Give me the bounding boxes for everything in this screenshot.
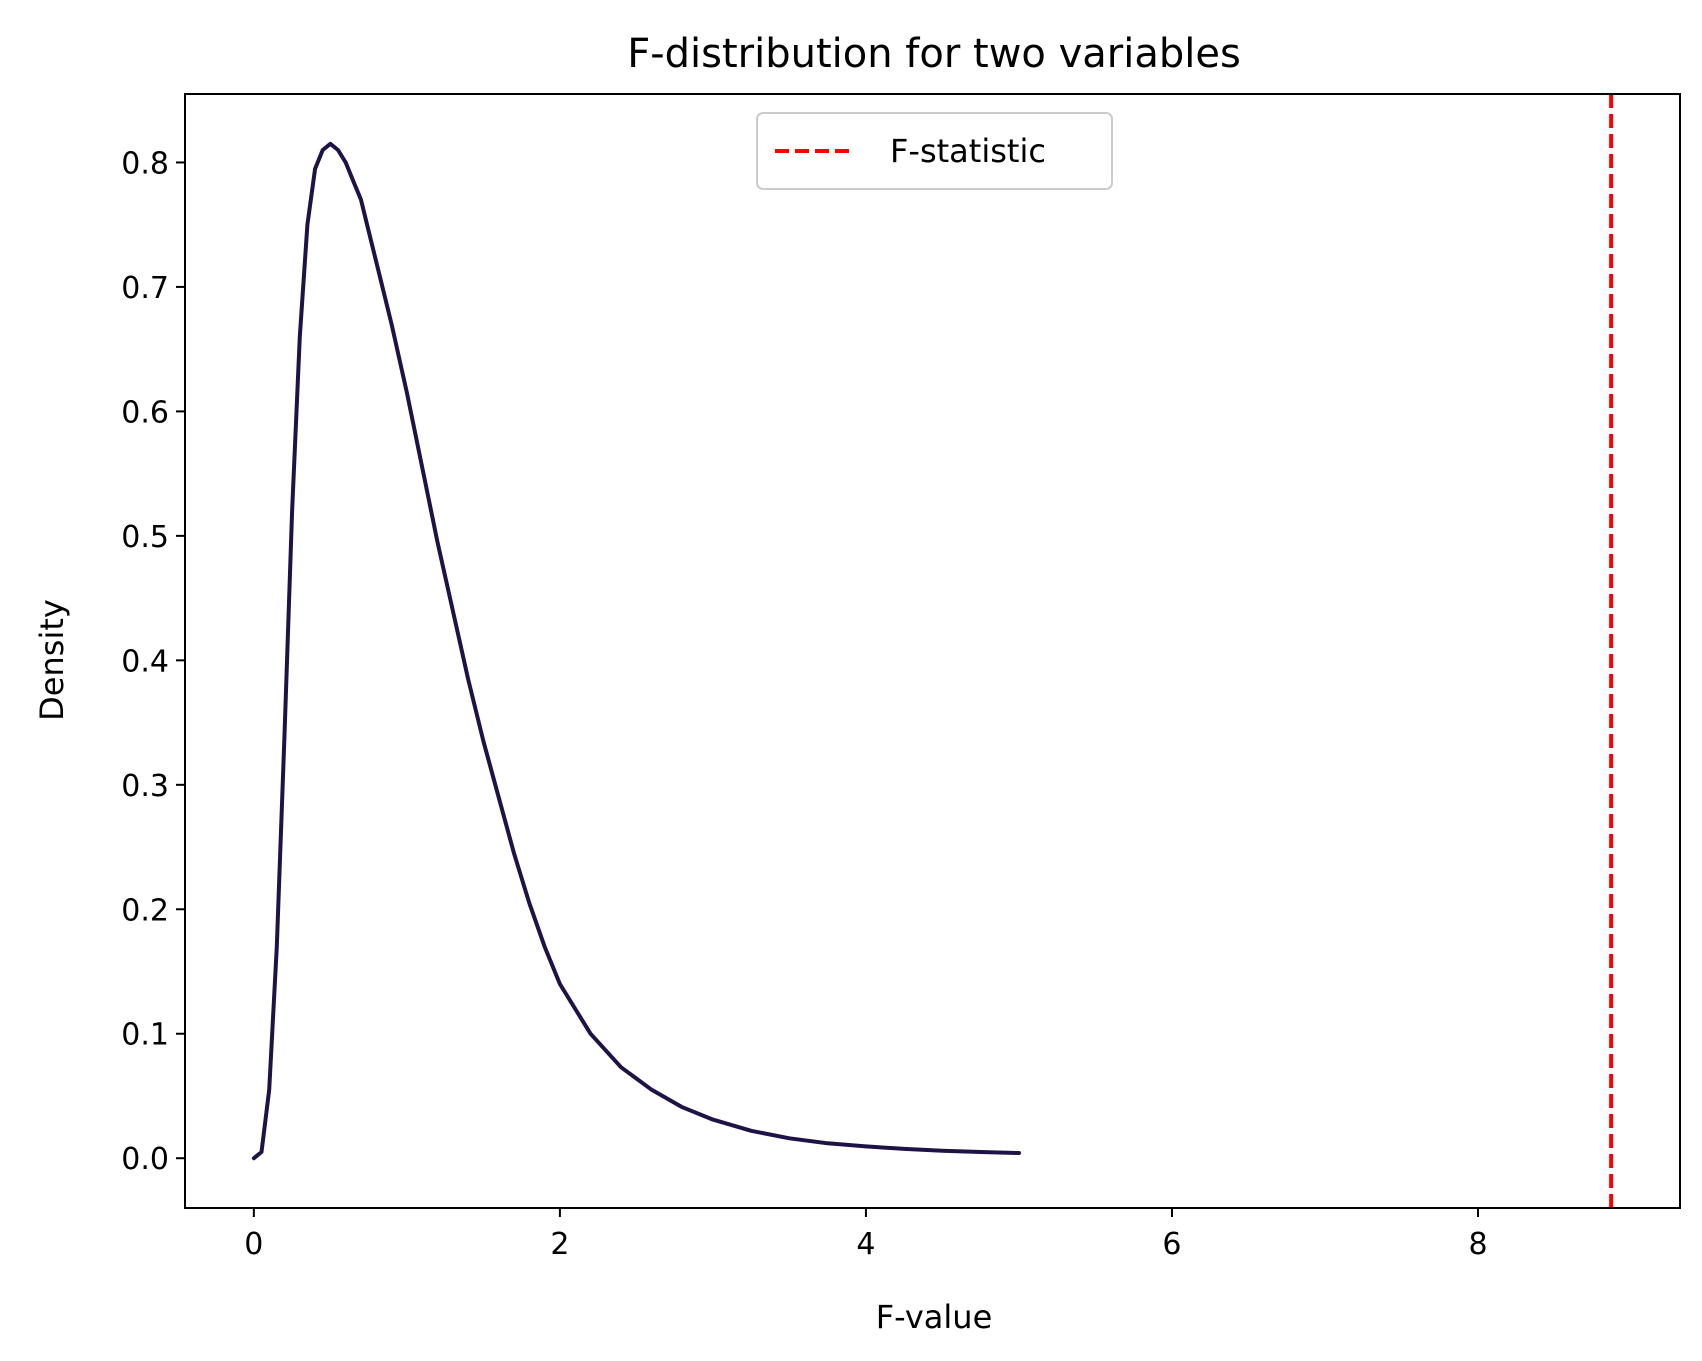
x-tick-label: 6: [1162, 1227, 1181, 1262]
plot-area: [184, 93, 1681, 1209]
y-tick-label: 0.4: [121, 644, 169, 679]
y-tick-label: 0.2: [121, 893, 169, 928]
y-tick-label: 0.1: [121, 1018, 169, 1053]
y-tick-label: 0.7: [121, 271, 169, 306]
series-layer: [251, 94, 1614, 1208]
legend-label-f-statistic: F-statistic: [890, 132, 1046, 170]
x-axis-label: F-value: [876, 1298, 993, 1336]
y-tick-label: 0.5: [121, 520, 169, 555]
x-axis-ticks: 0 2 4 6 8: [244, 1208, 1488, 1262]
legend: F-statistic: [756, 112, 1113, 190]
x-tick-label: 2: [550, 1227, 569, 1262]
chart-title: F-distribution for two variables: [627, 31, 1241, 77]
y-tick-label: 0.6: [121, 395, 169, 430]
density-curve: [251, 141, 1021, 1161]
y-axis-ticks: 0.0 0.1 0.2 0.3 0.4 0.5 0.6 0.7 0.8: [121, 146, 185, 1177]
y-tick-label: 0.3: [121, 769, 169, 804]
y-tick-label: 0.8: [121, 146, 169, 181]
x-tick-label: 4: [856, 1227, 875, 1262]
x-tick-label: 8: [1468, 1227, 1487, 1262]
legend-box: [756, 112, 1113, 190]
axes-frame: [184, 93, 1681, 1209]
y-axis-label: Density: [33, 599, 71, 721]
x-tick-label: 0: [244, 1227, 263, 1262]
y-tick-label: 0.0: [121, 1142, 169, 1177]
